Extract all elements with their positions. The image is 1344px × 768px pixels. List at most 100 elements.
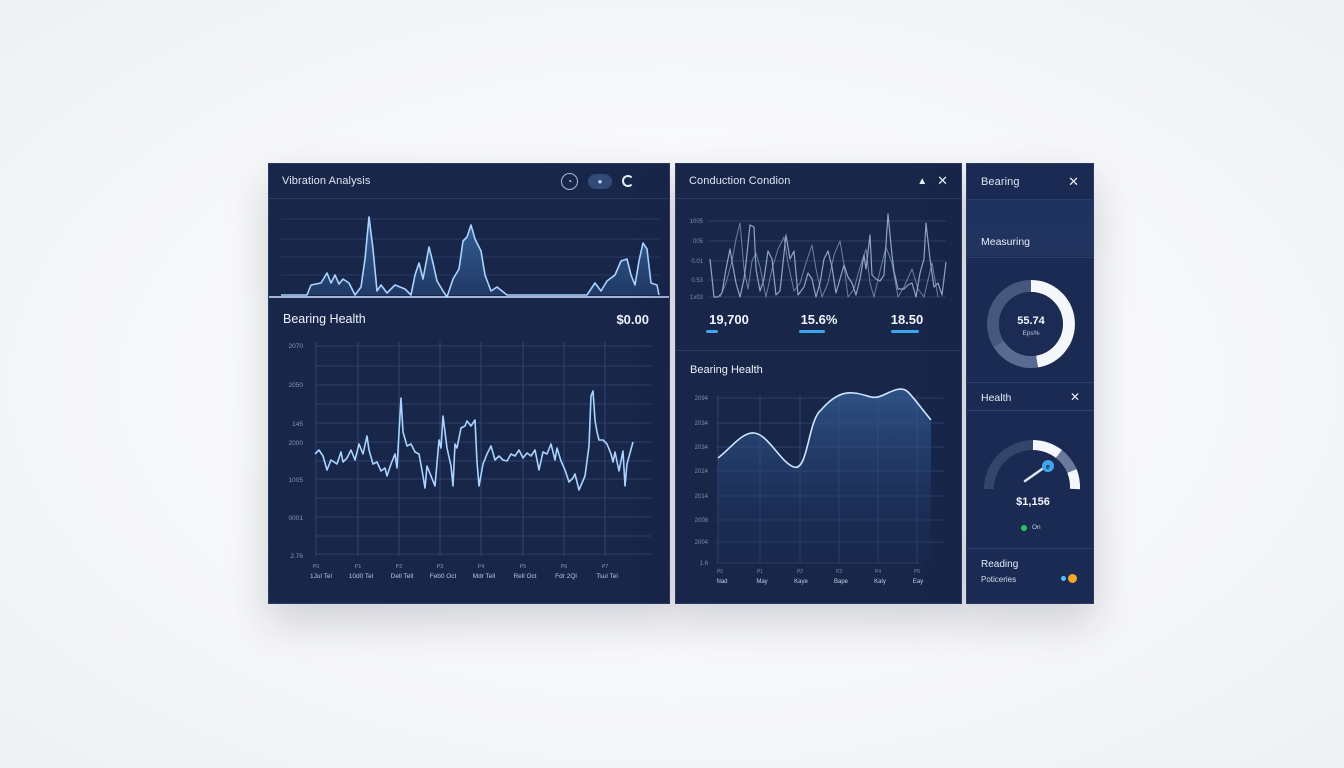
bearing-side-header: Bearing ✕ [967, 164, 1093, 200]
x-tick: Bape [834, 579, 849, 585]
measuring-label: Measuring [981, 236, 1031, 248]
x-tick-minor: P4 [478, 564, 485, 570]
close-icon[interactable]: ✕ [1069, 390, 1080, 404]
x-tick: May [756, 579, 767, 585]
vibration-header: Vibration Analysis ◔ ● [269, 164, 669, 199]
divider [967, 410, 1093, 411]
x-tick-minor: P7 [602, 564, 609, 570]
donut-unit: Eps% [1023, 330, 1040, 337]
x-tick-minor: P2 [396, 564, 403, 570]
x-tick: Tsul Tel [596, 573, 618, 580]
x-tick: Rell Oct [513, 573, 536, 580]
kpi-3: 18.50 [876, 312, 938, 333]
y-tick: 2014 [695, 494, 709, 500]
status-indicator: On [1021, 524, 1041, 531]
y-tick: 0001 [289, 515, 304, 522]
y-tick: 2034 [695, 421, 709, 427]
measuring-band [967, 200, 1093, 256]
y-tick: 2070 [289, 343, 304, 350]
x-tick-minor: P4 [875, 569, 881, 575]
x-tick: Mdr Tell [473, 573, 496, 580]
x-tick: 1Jul Tel [310, 573, 332, 580]
history-icon[interactable]: ◔ [561, 172, 578, 190]
conduction-condition-panel: Conduction Condion ▲ ✕ 1005 005 0.01 0.5… [675, 163, 962, 604]
close-icon[interactable]: ✕ [937, 173, 948, 188]
x-tick-minor: P5 [520, 564, 527, 570]
indicator-orange-dot-icon [1068, 574, 1077, 583]
x-tick-minor: P5 [914, 569, 920, 575]
view-toggle-icon[interactable]: ● [588, 173, 612, 189]
y-tick: 2004 [695, 540, 709, 546]
kpi-value: 15.6% [800, 312, 838, 327]
x-tick: Kaly [874, 579, 886, 585]
x-tick-minor: P1 [355, 564, 362, 570]
reading-indicators[interactable] [1061, 574, 1077, 583]
y-tick: 2034 [695, 445, 709, 451]
reading-label: Poticeries [981, 575, 1017, 584]
refresh-icon[interactable] [622, 175, 634, 187]
measuring-donut: 55.74 Eps% [987, 280, 1075, 368]
divider [967, 548, 1093, 549]
bearing-side-panel: Bearing ✕ Measuring 55.74 Eps% Health ✕ … [966, 163, 1094, 604]
y-tick: 1x03 [690, 295, 704, 301]
bearing-health-area-chart: 2094 2034 2034 2024 2014 2008 2004 1.6 P… [695, 388, 944, 585]
kpi-1: 19,700 [698, 312, 760, 333]
y-tick: 2094 [695, 396, 709, 402]
vibration-chart [269, 216, 669, 298]
x-tick-minor: P0 [313, 564, 320, 570]
kpi-bar [706, 330, 718, 333]
kpi-bar [891, 330, 919, 333]
x-tick: Nad [716, 579, 727, 585]
y-tick: 2050 [289, 382, 304, 389]
y-tick: 0.53 [691, 278, 703, 284]
status-dot-icon [1021, 524, 1027, 531]
gauge-pointer-icon: e [1046, 464, 1050, 471]
kpi-2: 15.6% [788, 312, 850, 333]
x-tick-minor: P2 [797, 569, 803, 575]
health-title: Health [981, 392, 1012, 404]
x-tick-minor: P1 [757, 569, 763, 575]
bearing-health-chart: 2070 2050 145 2000 1005 0001 2.76 P0 P1 … [289, 342, 651, 580]
indicator-blue-dot-icon [1061, 576, 1066, 581]
x-tick-minor: P3 [437, 564, 444, 570]
y-tick: 2008 [695, 518, 709, 524]
divider [967, 382, 1093, 383]
y-tick: 2024 [695, 469, 709, 475]
condition-header: Conduction Condion ▲ ✕ [676, 164, 961, 199]
y-tick: 1005 [690, 219, 704, 225]
reading-title: Reading [981, 559, 1019, 570]
health-gauge: e $1,156 [984, 440, 1081, 508]
donut-value: 55.74 [1017, 315, 1045, 327]
condition-chart: 1005 005 0.01 0.53 1x03 [690, 213, 947, 301]
x-tick: Eay [913, 579, 923, 585]
x-tick: Feb0 Oct [430, 573, 457, 580]
x-tick-minor: P6 [561, 564, 568, 570]
bearing-side-title: Bearing [981, 175, 1020, 188]
vibration-toolbar: ◔ ● [561, 172, 656, 190]
condition-toolbar: ▲ ✕ [917, 173, 948, 189]
bearing-health-title: Bearing Health [283, 312, 366, 326]
bearing-health-value: $0.00 [616, 312, 649, 327]
x-tick-minor: P0 [717, 569, 723, 575]
x-tick-minor: P3 [836, 569, 842, 575]
x-tick: Kaye [794, 579, 808, 585]
gauge-value: $1,156 [1016, 496, 1050, 508]
y-tick: 1.6 [700, 561, 709, 567]
menu-icon[interactable] [644, 176, 656, 186]
close-icon[interactable]: ✕ [1068, 173, 1079, 189]
x-tick: Fdr 2Ql [555, 573, 577, 580]
status-label: On [1032, 524, 1041, 531]
vibration-analysis-panel: Vibration Analysis ◔ ● [268, 163, 670, 604]
condition-title: Conduction Condion [689, 175, 791, 187]
collapse-icon[interactable]: ▲ [917, 175, 928, 187]
vibration-title: Vibration Analysis [282, 175, 371, 187]
divider [676, 350, 961, 351]
divider [967, 257, 1093, 258]
x-tick: Dell Tell [391, 573, 414, 580]
y-tick: 1005 [289, 477, 304, 484]
y-tick: 005 [693, 239, 704, 245]
y-tick: 0.01 [691, 259, 703, 265]
y-tick: 2000 [289, 440, 304, 447]
y-tick: 2.76 [290, 553, 303, 560]
